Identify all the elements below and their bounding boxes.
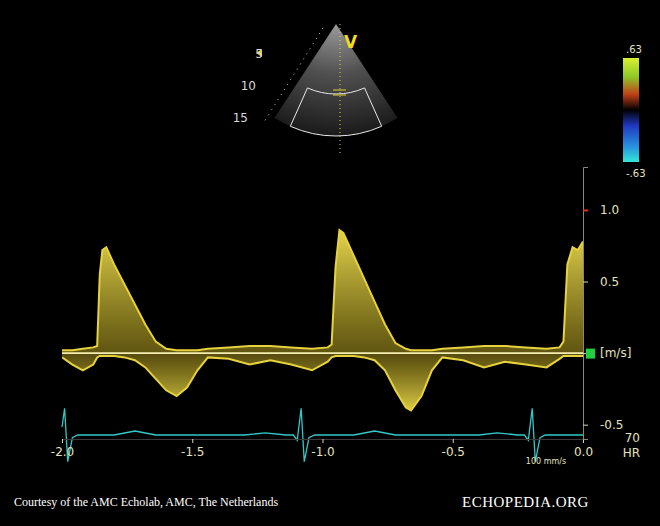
logo: ECHOPEDIA.ORG [462, 494, 589, 510]
sector-label: V [344, 32, 358, 52]
x-tick: 0.0 [574, 439, 593, 459]
x-tick-mark [192, 439, 193, 443]
depth-label: 15 [233, 111, 248, 125]
sector [275, 24, 398, 136]
y-tick-mark [583, 425, 588, 426]
zero-marker [586, 349, 595, 359]
doppler-spectrum [62, 230, 583, 353]
depth-label: 5 [255, 47, 263, 61]
y-tick: -0.5 [583, 418, 623, 432]
doppler-envelope [62, 356, 583, 410]
color-box [290, 88, 381, 136]
background [0, 0, 660, 526]
x-tick: -0.5 [442, 439, 465, 459]
ecg-trace [62, 408, 583, 461]
y-tick-label: 1.0 [600, 203, 619, 217]
x-tick: -1.0 [311, 439, 334, 459]
x-tick: -2.0 [51, 439, 74, 459]
sample-gate [333, 90, 346, 91]
y-tick: [m/s] [583, 346, 631, 360]
hr-value: 70 [625, 431, 640, 445]
colorbar-label: -.63 [626, 168, 646, 179]
x-tick-mark [323, 439, 324, 443]
y-axis: -0.5 [m/s] 0.5 1.0 [583, 168, 631, 440]
x-tick-mark [62, 439, 63, 443]
chart: -2.0 -1.5 -1.0 -0.5 0.0 -0.5 [m/s] 0.5 1.0 -.63 .6… [0, 0, 660, 526]
y-tick-label: [m/s] [600, 346, 631, 360]
x-axis: -2.0 -1.5 -1.0 -0.5 0.0 [51, 439, 593, 459]
x-tick: -1.5 [181, 439, 204, 459]
sector-image [275, 24, 398, 154]
doppler-envelope [62, 230, 583, 350]
credit: Courtesy of the AMC Echolab, AMC, The Ne… [14, 495, 278, 509]
sample-gate [333, 95, 346, 96]
x-tick-mark [453, 439, 454, 443]
x-tick-label: -1.5 [181, 445, 204, 459]
depth-label: 10 [241, 79, 256, 93]
depth-scale [264, 28, 323, 122]
y-tick-label: -0.5 [600, 418, 623, 432]
plot-area [62, 230, 583, 410]
doppler-spectrum [62, 353, 583, 410]
colorbar [623, 58, 639, 162]
x-tick-label: 0.0 [574, 445, 593, 459]
baseline [62, 352, 583, 354]
hr-label: HR [623, 446, 640, 460]
y-tick-mark [583, 282, 588, 283]
y-tick: 1.0 [583, 203, 619, 217]
x-tick-label: -0.5 [442, 445, 465, 459]
y-tick: 0.5 [583, 275, 619, 289]
cursor-line [340, 24, 341, 154]
colorbar-label: .63 [626, 44, 642, 55]
y-tick-label: 0.5 [600, 275, 619, 289]
sweep-speed: 100 mm/s [526, 457, 566, 466]
ecg-group [62, 408, 583, 461]
y-tick-mark [583, 209, 588, 211]
x-tick-label: -2.0 [51, 445, 74, 459]
y-axis-line [584, 168, 589, 440]
x-tick-label: -1.0 [311, 445, 334, 459]
x-axis-line [63, 440, 584, 444]
